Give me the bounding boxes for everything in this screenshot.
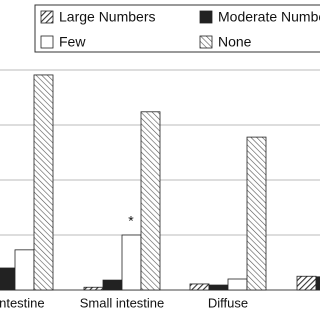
legend-label: Large Numbers xyxy=(59,9,156,25)
bar xyxy=(83,286,104,291)
x-tick-label: Small intestine xyxy=(80,295,165,310)
bar xyxy=(140,111,161,291)
x-tick-label: e intestine xyxy=(0,295,45,310)
legend-swatch xyxy=(40,35,54,49)
bar xyxy=(0,267,16,291)
legend-label: Few xyxy=(59,34,86,50)
bar xyxy=(227,278,248,291)
legend-swatch xyxy=(199,10,213,24)
bar xyxy=(208,284,229,291)
bar xyxy=(246,136,267,291)
legend-label: Moderate Number xyxy=(218,9,320,25)
legend-box xyxy=(34,4,320,53)
bar xyxy=(296,275,317,291)
bar xyxy=(33,74,54,291)
x-tick-label: Diffuse xyxy=(208,295,248,310)
bar xyxy=(14,249,35,291)
bar xyxy=(121,234,142,291)
annotation: * xyxy=(128,213,134,229)
legend: Large Numbers Moderate Number Few None xyxy=(34,4,320,53)
bar xyxy=(189,283,210,291)
legend-label: None xyxy=(218,34,252,50)
legend-swatch xyxy=(40,10,54,24)
bar xyxy=(315,276,320,291)
bar xyxy=(102,279,123,291)
legend-swatch xyxy=(199,35,213,49)
